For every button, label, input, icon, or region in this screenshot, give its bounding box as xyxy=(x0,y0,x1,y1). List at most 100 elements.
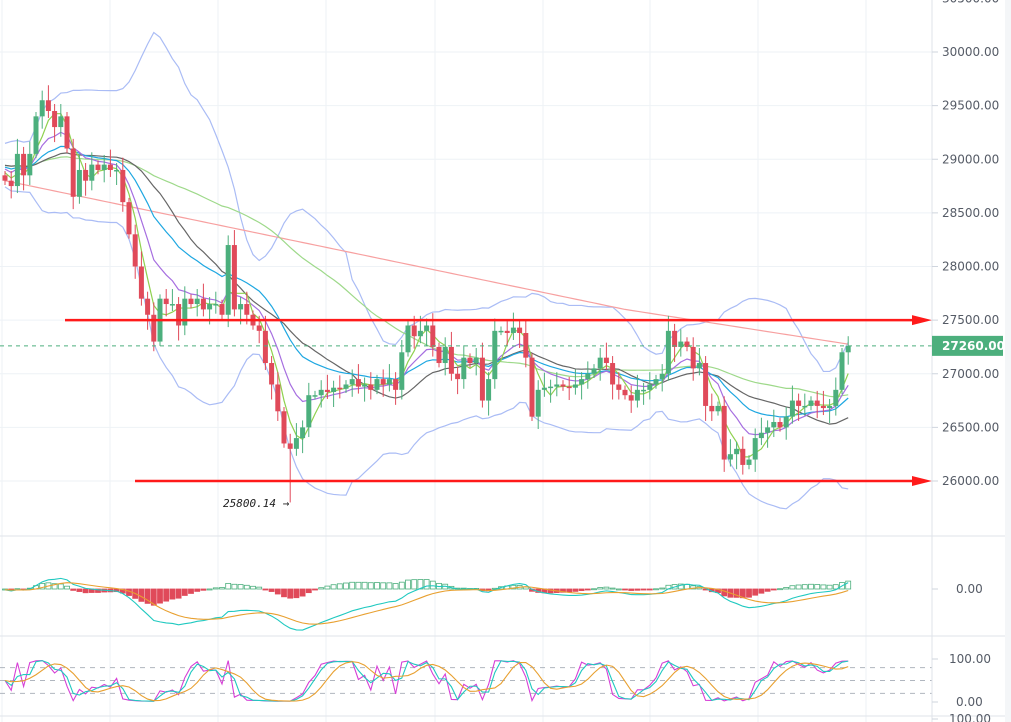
candle xyxy=(337,375,343,399)
candle xyxy=(2,171,8,185)
macd-histogram-bar xyxy=(405,579,411,590)
candle-body xyxy=(808,400,814,406)
candle-body xyxy=(132,234,138,267)
candle-body xyxy=(231,245,237,310)
macd-histogram-bar xyxy=(572,588,579,592)
candle-body xyxy=(541,387,547,390)
candle-body xyxy=(517,327,523,333)
candle-body xyxy=(21,153,27,176)
candle xyxy=(442,337,448,376)
candle-body xyxy=(386,379,392,385)
macd-histogram-bar xyxy=(566,588,573,593)
candle xyxy=(758,417,764,446)
candle xyxy=(833,377,839,416)
candle-body xyxy=(343,384,349,389)
candle xyxy=(566,376,572,401)
candle-body xyxy=(448,346,454,374)
candle xyxy=(213,291,219,314)
macd-histogram-bar xyxy=(591,588,597,591)
candle-body xyxy=(765,427,771,433)
candle xyxy=(709,393,715,421)
candle xyxy=(504,321,510,346)
candle xyxy=(52,104,58,143)
macd-histogram-bar xyxy=(367,582,374,590)
candle-body xyxy=(684,341,690,347)
candle-body xyxy=(510,327,516,333)
candle xyxy=(64,112,70,153)
candle xyxy=(517,320,523,349)
price-tick-label: 26500.00 xyxy=(942,420,999,434)
candle-body xyxy=(634,389,640,401)
macd-histogram-bar xyxy=(51,583,58,590)
candle-body xyxy=(182,298,188,326)
candle xyxy=(83,163,89,196)
macd-histogram-bar xyxy=(225,582,232,590)
candle xyxy=(300,420,306,454)
macd-histogram-bar xyxy=(795,584,802,590)
candle xyxy=(665,315,671,381)
candle xyxy=(523,320,529,368)
candle-body xyxy=(269,363,275,385)
candle xyxy=(76,154,82,204)
candle-body xyxy=(27,153,33,176)
macd-histogram-bar xyxy=(330,584,337,590)
macd-histogram-bar xyxy=(746,588,752,598)
ma-fast-line xyxy=(4,113,849,458)
macd-histogram-bar xyxy=(95,588,101,593)
candle-body xyxy=(455,373,461,380)
price-axis[interactable]: 30500.00 30000.00 29500.00 29000.00 28500.00… xyxy=(931,0,1005,722)
candle-body xyxy=(665,330,671,374)
candle-body xyxy=(498,330,504,333)
current-price-tag xyxy=(932,335,1003,356)
candle-body xyxy=(312,395,318,397)
candle-body xyxy=(591,368,597,374)
candle-body xyxy=(368,384,374,390)
candle-body xyxy=(467,357,473,364)
candle-body xyxy=(845,345,851,353)
macd-histogram-bar xyxy=(578,588,585,591)
ma-long-line xyxy=(4,180,849,345)
macd-histogram-bar xyxy=(169,588,176,600)
candle-body xyxy=(126,202,132,235)
candle-body xyxy=(442,346,448,364)
candle xyxy=(163,289,169,317)
macd-histogram-bar xyxy=(206,588,213,591)
candle xyxy=(312,390,318,400)
candle xyxy=(120,157,126,212)
candle-body xyxy=(610,363,616,385)
candle xyxy=(101,154,107,183)
stoch-axis-label: 100.00 xyxy=(949,712,991,722)
candle xyxy=(8,171,14,199)
macd-histogram-bar xyxy=(150,588,157,606)
macd-histogram-bar xyxy=(175,588,182,599)
candle xyxy=(70,138,76,210)
candle-body xyxy=(188,298,194,305)
macd-histogram-bar xyxy=(157,588,163,604)
candle xyxy=(275,372,281,421)
candle xyxy=(176,297,182,341)
candle-body xyxy=(833,389,839,406)
macd-histogram-bar xyxy=(826,584,833,590)
macd-histogram-bar xyxy=(349,581,356,590)
macd-histogram-bar xyxy=(82,588,89,594)
macd-histogram-bar xyxy=(64,585,70,590)
candle-body xyxy=(802,405,808,408)
candle-body xyxy=(39,100,45,117)
candle xyxy=(225,235,231,328)
macd-histogram-bar xyxy=(39,582,46,590)
candle-body xyxy=(58,116,64,128)
candle-body xyxy=(225,245,231,315)
candle-body xyxy=(783,416,789,428)
price-tick-label: 29000.00 xyxy=(942,152,999,166)
candle xyxy=(448,331,454,381)
candle-body xyxy=(653,379,659,385)
candle xyxy=(21,146,27,191)
candle xyxy=(597,348,603,381)
candle-body xyxy=(337,387,343,390)
candle xyxy=(362,377,368,402)
candle-body xyxy=(256,325,262,331)
candle-body xyxy=(659,373,665,380)
macd-histogram-bar xyxy=(355,581,362,590)
horizontal-lines[interactable] xyxy=(0,315,932,486)
